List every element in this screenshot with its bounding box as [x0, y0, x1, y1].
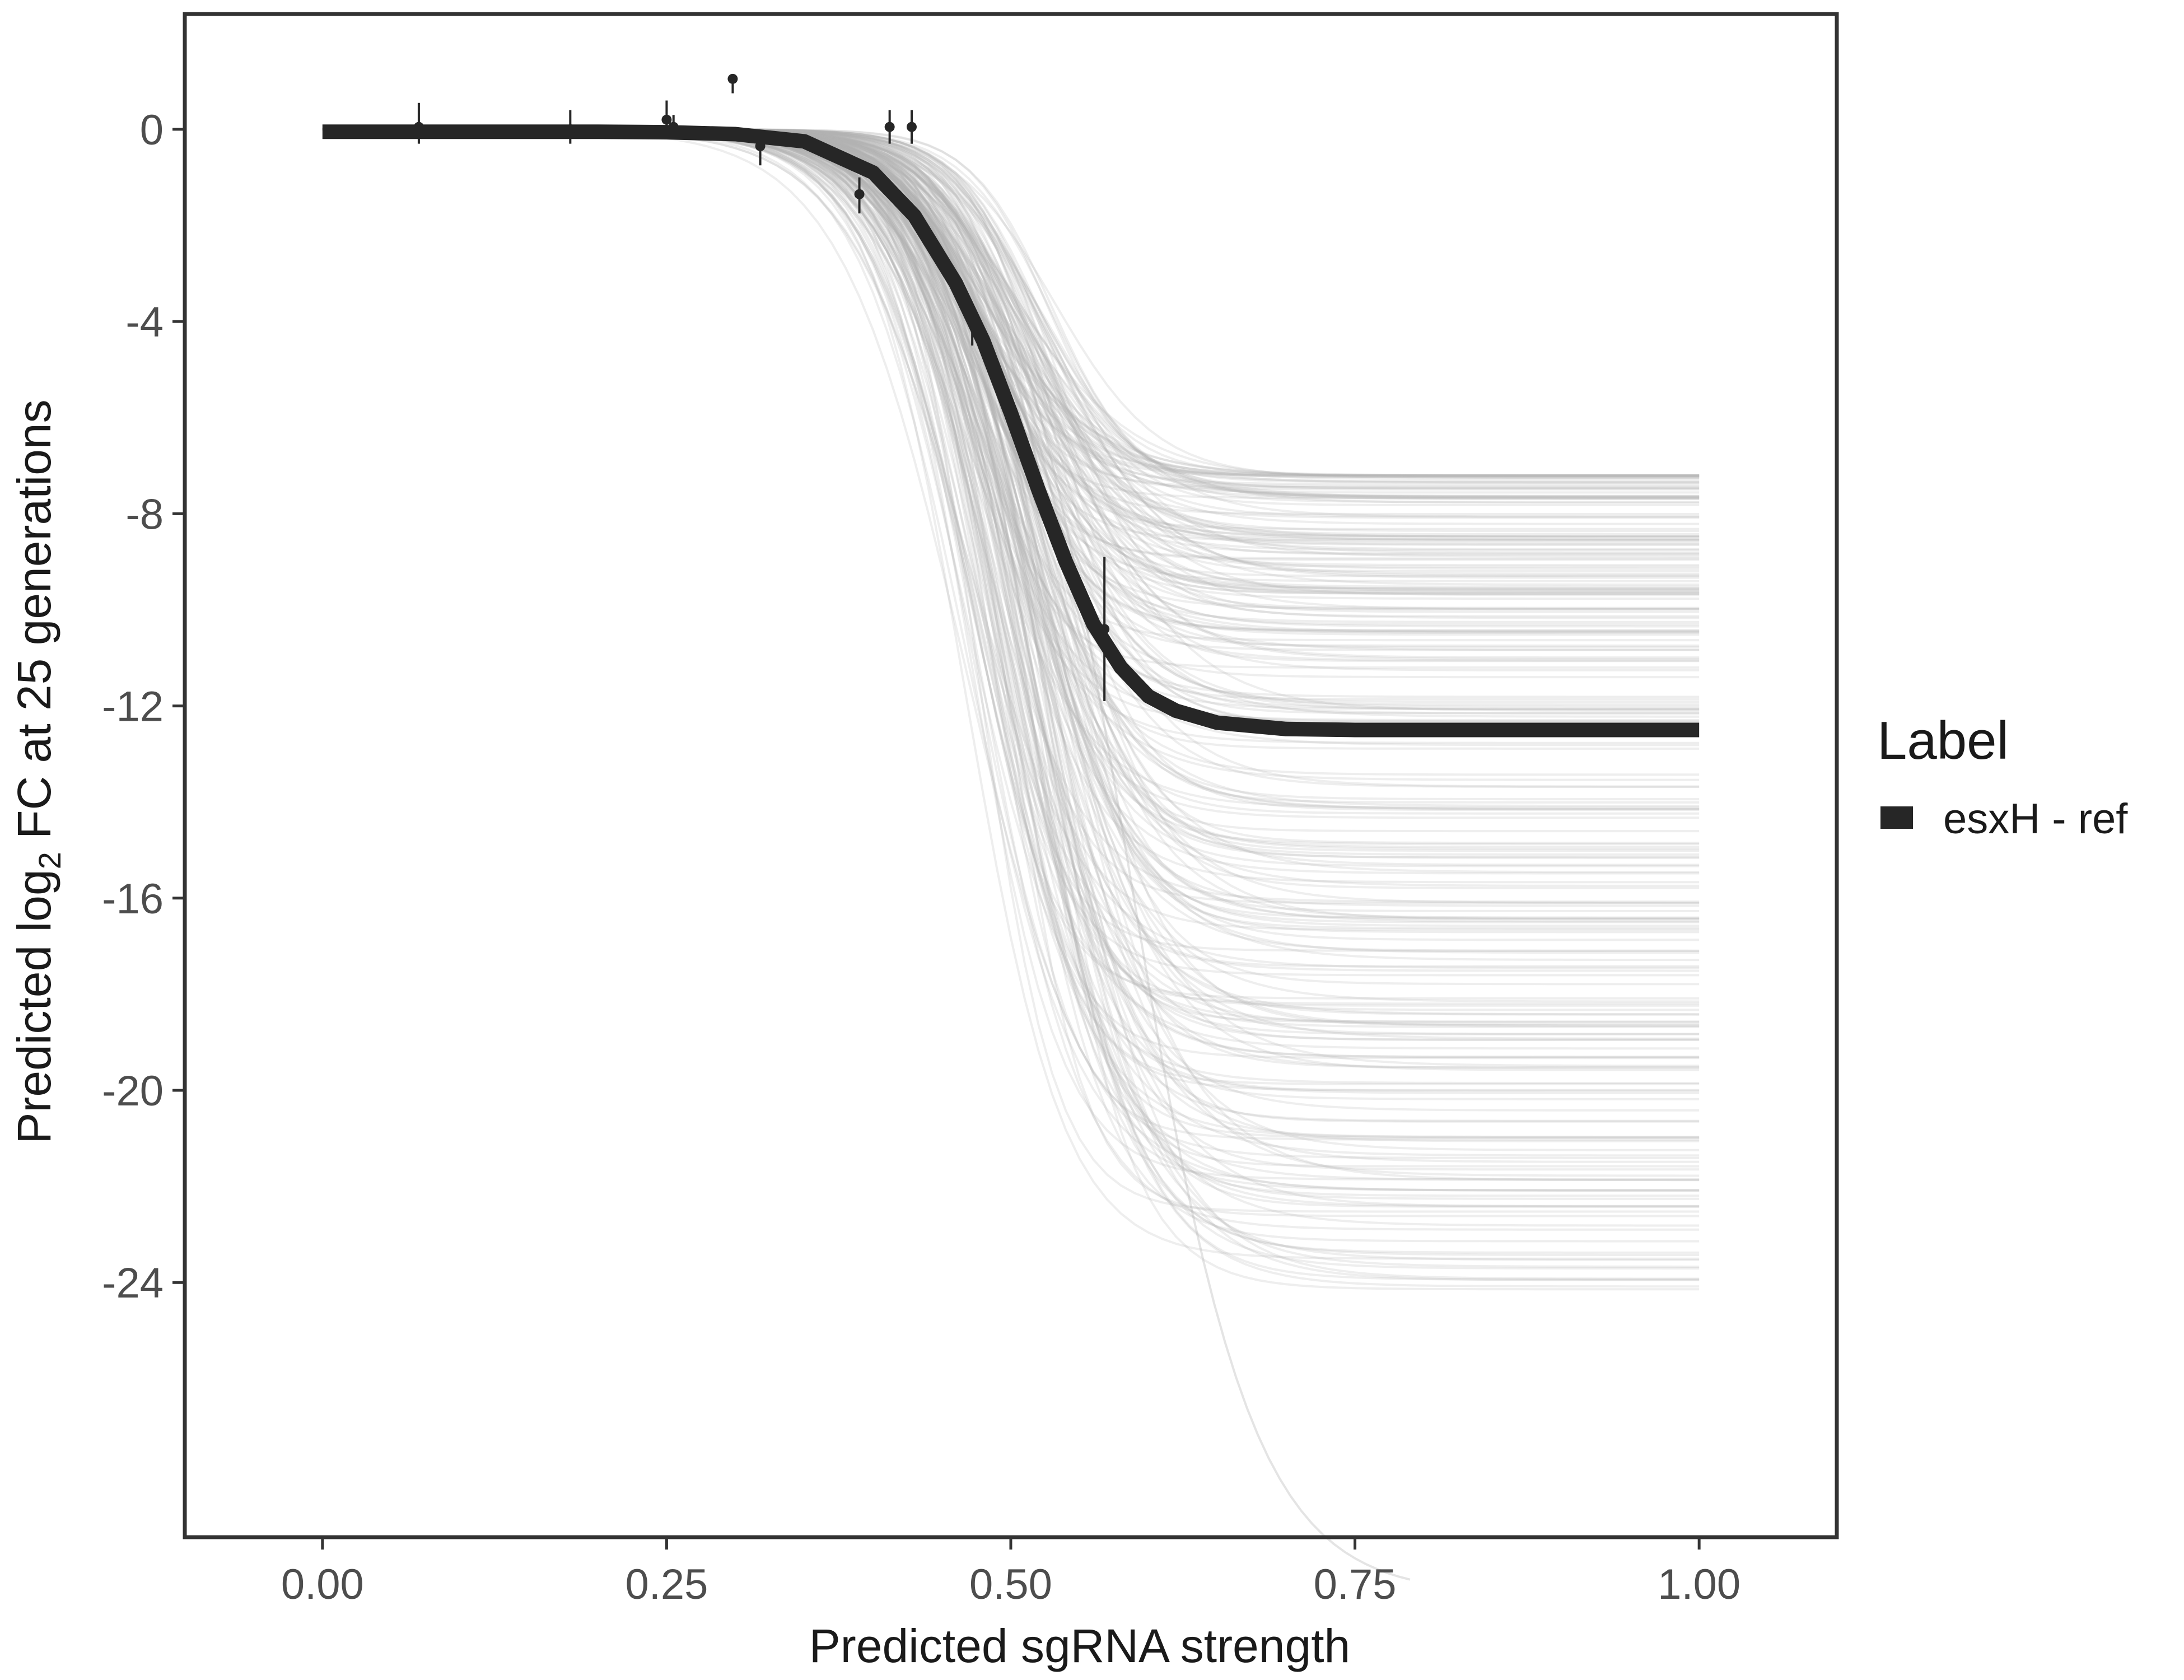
y-tick-label: -24: [102, 1259, 164, 1307]
x-tick-label: 0.50: [969, 1561, 1052, 1608]
observation-point: [907, 122, 917, 132]
legend-key-esxh-ref: [1880, 806, 1913, 829]
plot-panel-border: [183, 12, 1839, 1539]
x-axis-title: Predicted sgRNA strength: [809, 1620, 1351, 1672]
y-axis-ticks: 0 -4 -8 -12 -16 -20 -24: [102, 106, 183, 1307]
legend-label-esxh-ref: esxH - ref: [1943, 795, 2128, 843]
observation-point: [755, 141, 766, 151]
y-axis-title-subscript: 2: [32, 852, 67, 869]
y-axis-title-rest: FC at 25 generations: [8, 399, 60, 852]
observation-point: [884, 122, 895, 132]
y-tick-label: -16: [102, 875, 164, 923]
fit-curve-layer: [322, 124, 1700, 738]
x-tick-label: 1.00: [1658, 1561, 1740, 1608]
observation-point: [854, 189, 865, 199]
y-tick-label: -4: [125, 298, 164, 346]
x-tick-label: 0.00: [281, 1561, 364, 1608]
y-axis-title-main: Predicted log: [8, 869, 60, 1144]
fit-curve-esxh-ref: [322, 124, 1700, 738]
observation-point: [413, 122, 424, 132]
observation-point: [661, 114, 672, 125]
legend: Label esxH - ref: [1877, 711, 2128, 843]
y-tick-label: -12: [102, 683, 164, 731]
x-axis-ticks: 0.00 0.25 0.50 0.75 1.00: [281, 1539, 1740, 1608]
observation-point: [565, 124, 576, 134]
legend-title: Label: [1877, 711, 2009, 771]
y-axis-title: Predicted log2 FC at 25 generations: [8, 399, 67, 1144]
y-tick-label: 0: [140, 106, 164, 154]
y-tick-label: -20: [102, 1067, 164, 1115]
x-tick-label: 0.25: [625, 1561, 708, 1608]
observation-point: [668, 122, 679, 132]
observations-layer: [413, 73, 1110, 702]
x-tick-label: 0.75: [1314, 1561, 1397, 1608]
observation-point: [967, 316, 978, 327]
y-tick-label: -8: [125, 491, 164, 538]
observation-point: [1099, 624, 1110, 634]
observation-point: [727, 73, 738, 84]
